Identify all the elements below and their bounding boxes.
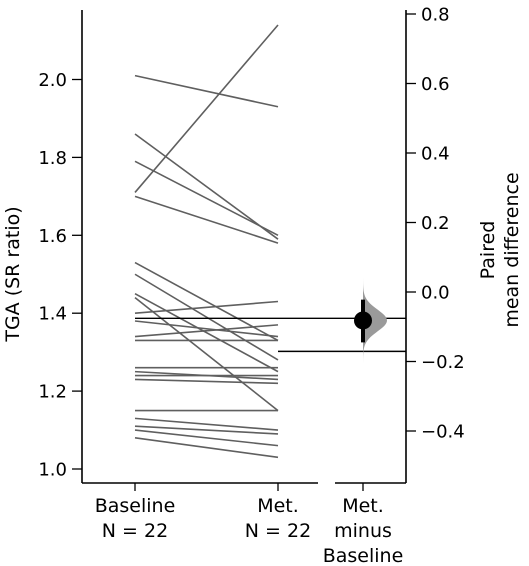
paired-lines — [134, 24, 279, 459]
difference-label-line: Baseline — [323, 545, 404, 566]
right-y-axis-ticks: 0.8 0.6 0.4 0.2 0.0 −0.2 −0.4 — [406, 5, 465, 443]
group-n-label: N = 22 — [102, 520, 168, 542]
paired-line — [134, 437, 279, 459]
bootstrap-distribution — [363, 274, 387, 367]
paired-line — [134, 429, 279, 447]
paired-line — [134, 74, 279, 108]
right-y-tick-label: 0.2 — [421, 213, 450, 234]
right-y-axis-title-line: Paired — [477, 221, 499, 280]
right-y-tick-label: 0.8 — [421, 5, 450, 26]
paired-line — [134, 320, 279, 338]
paired-line — [134, 133, 279, 240]
paired-line — [134, 160, 279, 237]
x-axis-labels: Baseline N = 22 Met. N = 22 Met. minus Baselin… — [95, 495, 404, 566]
paired-line — [134, 324, 279, 338]
paired-line — [134, 378, 279, 385]
mean-difference-dot — [354, 311, 372, 330]
right-y-tick-label: 0.6 — [421, 74, 450, 95]
paired-line — [134, 24, 279, 193]
paired-line — [134, 425, 279, 435]
group-n-label: N = 22 — [245, 520, 311, 542]
paired-line — [134, 273, 279, 361]
paired-line — [134, 296, 279, 412]
left-y-tick-label: 1.6 — [38, 226, 67, 247]
left-y-tick-label: 1.2 — [38, 382, 67, 403]
group-label: Met. — [257, 495, 299, 517]
right-y-tick-label: 0.0 — [421, 283, 450, 304]
difference-estimate — [354, 274, 387, 367]
left-y-tick-label: 1.8 — [38, 148, 67, 169]
group-label: Baseline — [95, 495, 176, 517]
right-y-tick-label: −0.4 — [421, 422, 465, 443]
axes — [81, 10, 407, 491]
difference-label-line: Met. — [342, 495, 384, 517]
left-y-axis-ticks: 1.0 1.2 1.4 1.6 1.8 2.0 — [38, 70, 82, 481]
left-y-tick-label: 1.4 — [38, 304, 67, 325]
right-y-tick-label: 0.4 — [421, 144, 450, 165]
y-axis-labels: TGA (SR ratio) Paired mean difference — [2, 172, 523, 342]
right-y-tick-label: −0.2 — [421, 352, 465, 373]
difference-label-line: minus — [334, 520, 392, 542]
paired-line — [134, 300, 279, 314]
paired-line — [134, 195, 279, 244]
left-y-tick-label: 2.0 — [38, 70, 67, 91]
paired-line — [134, 417, 279, 431]
left-y-axis-title: TGA (SR ratio) — [2, 206, 24, 342]
left-y-tick-label: 1.0 — [38, 460, 67, 481]
right-y-axis-title-line: mean difference — [501, 172, 523, 327]
paired-line — [134, 293, 279, 373]
